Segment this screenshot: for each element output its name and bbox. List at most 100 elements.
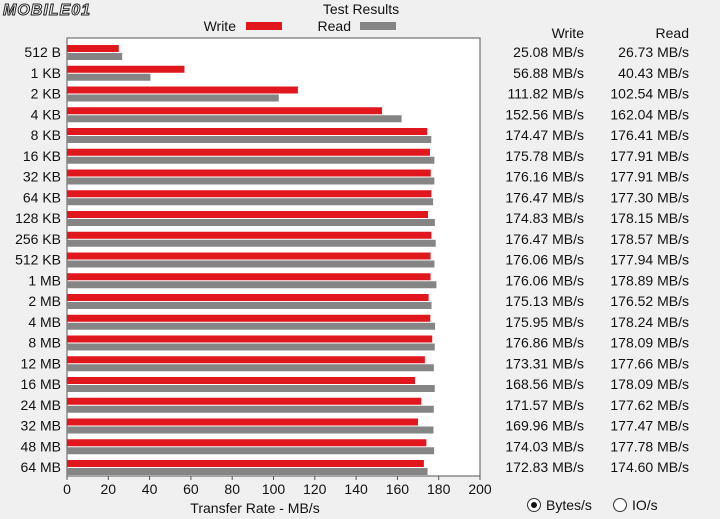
read-value-1: 40.43 MB/s [618, 65, 689, 81]
write-bar-4 [67, 128, 428, 135]
bytes-radio[interactable] [527, 498, 541, 512]
read-value-5: 177.91 MB/s [610, 148, 689, 164]
read-bar-16 [67, 385, 435, 392]
write-value-0: 25.08 MB/s [513, 44, 584, 60]
write-value-9: 176.47 MB/s [505, 231, 584, 247]
write-bar-17 [67, 397, 422, 405]
read-value-18: 177.47 MB/s [610, 418, 689, 434]
read-value-3: 162.04 MB/s [610, 106, 689, 122]
write-bar-6 [67, 169, 431, 177]
x-tick-label-6: 120 [303, 481, 327, 497]
category-label-7: 64 KB [23, 189, 61, 205]
category-label-0: 512 B [24, 44, 61, 60]
category-label-18: 32 MB [21, 418, 61, 434]
write-value-10: 176.06 MB/s [505, 252, 584, 268]
category-label-6: 32 KB [23, 169, 61, 185]
read-value-8: 178.15 MB/s [610, 210, 689, 226]
write-bar-16 [67, 377, 416, 384]
read-value-15: 177.66 MB/s [610, 355, 689, 371]
bytes-per-second-option[interactable]: Bytes/s [527, 497, 592, 513]
x-tick-label-10: 200 [468, 481, 492, 497]
category-label-16: 16 MB [21, 376, 61, 392]
read-bar-13 [67, 322, 436, 330]
category-label-20: 64 MB [21, 459, 61, 475]
x-tick-label-1: 20 [101, 481, 117, 497]
read-bar-8 [67, 219, 435, 226]
write-value-6: 176.16 MB/s [505, 169, 584, 185]
read-value-9: 178.57 MB/s [610, 231, 689, 247]
write-value-13: 175.95 MB/s [505, 314, 584, 330]
read-bar-10 [67, 260, 435, 268]
bytes-label: Bytes/s [546, 497, 592, 513]
read-value-12: 176.52 MB/s [610, 293, 689, 309]
write-value-3: 152.56 MB/s [505, 106, 584, 122]
read-value-19: 177.78 MB/s [610, 438, 689, 454]
read-bar-9 [67, 239, 436, 247]
read-value-4: 176.41 MB/s [610, 127, 689, 143]
write-value-5: 175.78 MB/s [505, 148, 584, 164]
read-bar-17 [67, 405, 434, 413]
write-value-7: 176.47 MB/s [505, 189, 584, 205]
read-bar-19 [67, 447, 435, 455]
write-bar-14 [67, 335, 433, 343]
read-bar-4 [67, 136, 432, 143]
category-label-8: 128 KB [15, 210, 61, 226]
x-axis-label: Transfer Rate - MB/s [190, 500, 319, 516]
write-bar-8 [67, 211, 429, 218]
category-label-13: 4 MB [28, 314, 61, 330]
write-bar-12 [67, 294, 429, 301]
read-value-7: 177.30 MB/s [610, 189, 689, 205]
category-label-4: 8 KB [31, 127, 61, 143]
write-value-12: 175.13 MB/s [505, 293, 584, 309]
write-bar-20 [67, 460, 424, 467]
write-bar-9 [67, 231, 432, 239]
read-value-6: 177.91 MB/s [610, 169, 689, 185]
read-bar-14 [67, 343, 435, 351]
write-value-19: 174.03 MB/s [505, 438, 584, 454]
read-value-11: 178.89 MB/s [610, 272, 689, 288]
read-bar-2 [67, 94, 279, 102]
write-value-14: 176.86 MB/s [505, 335, 584, 351]
legend-read-label: Read [318, 18, 351, 34]
x-tick-label-7: 140 [344, 481, 368, 497]
write-bar-18 [67, 418, 418, 426]
write-value-11: 176.06 MB/s [505, 272, 584, 288]
table-header-write: Write [552, 25, 585, 41]
x-tick-label-2: 40 [142, 481, 158, 497]
read-bar-18 [67, 426, 434, 434]
x-tick-label-3: 60 [183, 481, 199, 497]
read-bar-6 [67, 177, 435, 185]
category-label-2: 2 KB [31, 86, 61, 102]
io-label: IO/s [632, 497, 658, 513]
x-tick-label-4: 80 [224, 481, 240, 497]
x-tick-label-8: 160 [386, 481, 410, 497]
write-value-20: 172.83 MB/s [505, 459, 584, 475]
read-bar-11 [67, 281, 437, 289]
write-bar-0 [67, 45, 119, 52]
io-per-second-option[interactable]: IO/s [613, 497, 658, 513]
category-label-15: 12 MB [21, 355, 61, 371]
read-bar-5 [67, 156, 435, 164]
read-value-16: 178.09 MB/s [610, 376, 689, 392]
read-bar-7 [67, 198, 434, 206]
write-value-17: 171.57 MB/s [505, 397, 584, 413]
read-value-14: 178.09 MB/s [610, 335, 689, 351]
read-value-13: 178.24 MB/s [610, 314, 689, 330]
io-radio[interactable] [613, 498, 627, 512]
category-label-1: 1 KB [31, 65, 61, 81]
read-bar-12 [67, 302, 432, 309]
category-label-11: 1 MB [28, 272, 61, 288]
write-value-1: 56.88 MB/s [513, 65, 584, 81]
category-label-10: 512 KB [15, 252, 61, 268]
write-bar-13 [67, 314, 431, 322]
write-value-16: 168.56 MB/s [505, 376, 584, 392]
write-bar-10 [67, 252, 431, 260]
read-bar-20 [67, 468, 428, 475]
read-value-20: 174.60 MB/s [610, 459, 689, 475]
write-bar-15 [67, 356, 425, 364]
write-bar-11 [67, 273, 431, 281]
read-bar-0 [67, 53, 123, 60]
mobile01-logo: MOBILE01 [2, 2, 92, 20]
write-bar-7 [67, 190, 432, 198]
read-value-0: 26.73 MB/s [618, 44, 689, 60]
